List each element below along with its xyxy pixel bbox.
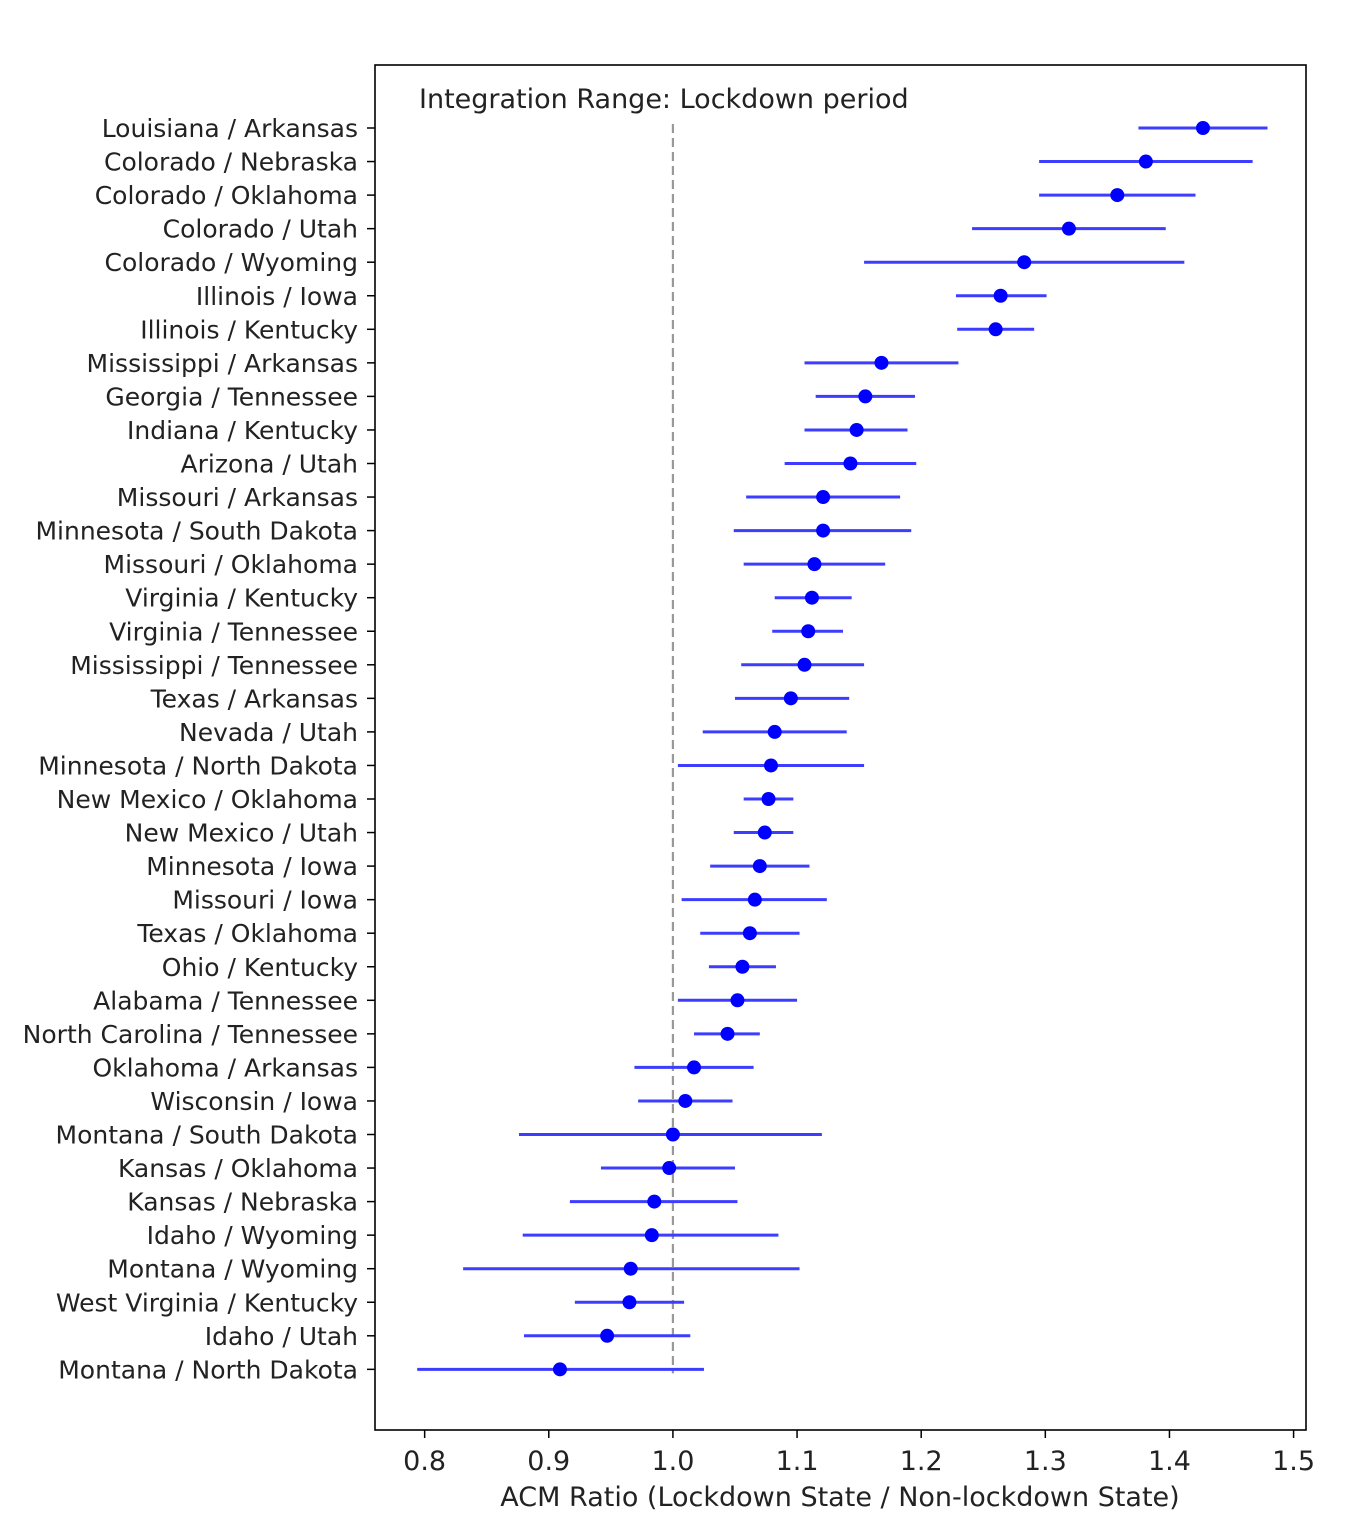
data-point — [1017, 255, 1032, 270]
y-tick-label: Texas / Oklahoma — [136, 919, 358, 948]
y-tick-label: Minnesota / Iowa — [146, 852, 358, 881]
x-tick-label: 1.0 — [651, 1446, 694, 1477]
y-tick-label: Texas / Arkansas — [150, 684, 358, 713]
data-point — [647, 1194, 662, 1209]
marks-layer: 0.8 0.9 1.0 1.1 1.2 1.3 1.4 1.5 Louisiana / Arka… — [23, 114, 1315, 1477]
data-point — [623, 1261, 638, 1276]
data-point — [816, 490, 831, 505]
y-tick-label: Illinois / Iowa — [196, 282, 358, 311]
data-point — [720, 1026, 735, 1041]
data-point — [783, 691, 798, 706]
data-point — [665, 1127, 680, 1142]
data-point — [993, 288, 1008, 303]
y-tick-label: Montana / North Dakota — [58, 1355, 358, 1384]
data-point — [797, 657, 812, 672]
data-point — [816, 523, 831, 538]
data-point — [742, 926, 757, 941]
y-tick-label: Montana / Wyoming — [107, 1255, 358, 1284]
data-point — [858, 389, 873, 404]
x-axis-label: ACM Ratio (Lockdown State / Non-lockdown… — [500, 1482, 1179, 1513]
y-tick-label: Georgia / Tennessee — [105, 382, 358, 411]
y-tick-label: Minnesota / South Dakota — [35, 517, 358, 546]
y-tick-label: Idaho / Utah — [205, 1322, 358, 1351]
y-tick-label: West Virginia / Kentucky — [56, 1288, 358, 1317]
y-tick-label: Mississippi / Tennessee — [70, 651, 358, 680]
data-point — [552, 1362, 567, 1377]
y-tick-label: Illinois / Kentucky — [140, 315, 358, 344]
data-point — [622, 1295, 637, 1310]
y-tick-label: Alabama / Tennessee — [93, 986, 358, 1015]
y-tick-label: Mississippi / Arkansas — [87, 349, 358, 378]
data-point — [662, 1161, 677, 1176]
y-tick-label: Colorado / Oklahoma — [95, 181, 358, 210]
data-point — [752, 859, 767, 874]
y-tick-label: New Mexico / Oklahoma — [57, 785, 358, 814]
data-point — [849, 422, 864, 437]
y-tick-label: Colorado / Utah — [163, 215, 358, 244]
data-point — [687, 1060, 702, 1075]
data-point — [644, 1228, 659, 1243]
y-tick-label: Oklahoma / Arkansas — [92, 1053, 358, 1082]
y-tick-label: Wisconsin / Iowa — [150, 1087, 358, 1116]
integration-range-annotation: Integration Range: Lockdown period — [419, 84, 909, 115]
y-tick-label: Missouri / Arkansas — [117, 483, 358, 512]
y-tick-label: Indiana / Kentucky — [127, 416, 358, 445]
data-point — [807, 557, 822, 572]
data-point — [730, 993, 745, 1008]
y-tick-label: Ohio / Kentucky — [162, 953, 358, 982]
x-tick-label: 1.5 — [1272, 1446, 1315, 1477]
data-point — [761, 792, 776, 806]
data-point — [874, 355, 889, 370]
x-tick-label: 0.9 — [527, 1446, 570, 1477]
data-point — [804, 590, 819, 605]
y-tick-label: New Mexico / Utah — [125, 819, 358, 848]
y-tick-label: Virginia / Tennessee — [109, 617, 358, 646]
data-point — [747, 892, 762, 907]
data-point — [600, 1328, 615, 1343]
x-tick-label: 1.2 — [900, 1446, 943, 1477]
x-tick-label: 1.4 — [1148, 1446, 1191, 1477]
y-tick-label: Kansas / Oklahoma — [118, 1154, 358, 1183]
y-tick-label: Kansas / Nebraska — [127, 1188, 358, 1217]
y-tick-label: Nevada / Utah — [179, 718, 358, 747]
y-tick-label: Idaho / Wyoming — [147, 1221, 358, 1250]
data-point — [763, 758, 778, 773]
y-tick-label: Virginia / Kentucky — [125, 584, 358, 613]
y-tick-label: Missouri / Oklahoma — [104, 550, 358, 579]
y-tick-label: Arizona / Utah — [181, 450, 359, 479]
data-point — [801, 624, 816, 639]
x-tick-label: 1.1 — [776, 1446, 819, 1477]
data-point — [1061, 221, 1076, 236]
data-point — [757, 825, 772, 840]
y-tick-label: Louisiana / Arkansas — [102, 114, 358, 143]
x-tick-label: 1.3 — [1024, 1446, 1067, 1477]
plot-frame — [374, 64, 1307, 1431]
data-point — [767, 724, 782, 739]
y-tick-label: North Carolina / Tennessee — [23, 1020, 358, 1049]
data-point — [988, 322, 1003, 337]
data-point — [843, 456, 858, 471]
data-point — [735, 959, 750, 974]
data-point — [1110, 188, 1125, 203]
y-tick-label: Colorado / Nebraska — [104, 148, 358, 177]
y-tick-label: Montana / South Dakota — [56, 1121, 359, 1150]
x-tick-label: 0.8 — [403, 1446, 446, 1477]
y-tick-label: Missouri / Iowa — [172, 886, 358, 915]
data-point — [1138, 154, 1153, 169]
data-point — [1195, 121, 1210, 135]
y-tick-label: Minnesota / North Dakota — [38, 751, 358, 780]
y-tick-label: Colorado / Wyoming — [105, 248, 358, 277]
data-point — [678, 1093, 693, 1108]
